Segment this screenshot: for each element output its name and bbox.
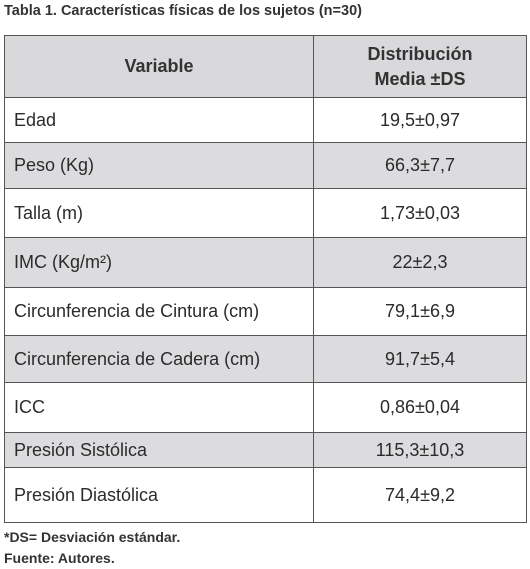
table-row: Edad 19,5±0,97	[4, 97, 527, 143]
table-row: ICC 0,86±0,04	[4, 382, 527, 433]
table-title: Tabla 1. Características físicas de los …	[4, 3, 362, 19]
table-row: Peso (Kg) 66,3±7,7	[4, 142, 527, 189]
variable-cell: ICC	[4, 382, 314, 433]
value-cell: 1,73±0,03	[313, 188, 527, 238]
footnote: *DS= Desviación estándar.	[4, 529, 181, 545]
value-cell: 0,86±0,04	[313, 382, 527, 433]
variable-cell: Peso (Kg)	[4, 142, 314, 189]
data-table: Variable Distribución Media ±DS Edad 19,5…	[4, 35, 527, 523]
footnote: Fuente: Autores.	[4, 550, 115, 566]
header-cell: Distribución Media ±DS	[313, 35, 527, 98]
variable-cell: Presión Diastólica	[4, 467, 314, 523]
variable-cell: Presión Sistólica	[4, 432, 314, 468]
variable-cell: Edad	[4, 97, 314, 143]
variable-cell: Talla (m)	[4, 188, 314, 238]
table-row: Circunferencia de Cadera (cm) 91,7±5,4	[4, 335, 527, 383]
table-row: Circunferencia de Cintura (cm) 79,1±6,9	[4, 287, 527, 336]
variable-cell: Circunferencia de Cintura (cm)	[4, 287, 314, 336]
value-cell: 91,7±5,4	[313, 335, 527, 383]
header-row: Variable Distribución Media ±DS	[4, 35, 527, 98]
variable-cell: IMC (Kg/m²)	[4, 237, 314, 288]
value-cell: 66,3±7,7	[313, 142, 527, 189]
variable-cell: Circunferencia de Cadera (cm)	[4, 335, 314, 383]
table-row: IMC (Kg/m²) 22±2,3	[4, 237, 527, 288]
table-row: Presión Diastólica 74,4±9,2	[4, 467, 527, 523]
table-row: Talla (m) 1,73±0,03	[4, 188, 527, 238]
value-cell: 115,3±10,3	[313, 432, 527, 468]
value-cell: 79,1±6,9	[313, 287, 527, 336]
value-cell: 22±2,3	[313, 237, 527, 288]
header-line: Media ±DS	[374, 68, 466, 89]
value-cell: 74,4±9,2	[313, 467, 527, 523]
header-line: Distribución	[367, 43, 473, 64]
value-cell: 19,5±0,97	[313, 97, 527, 143]
table-row: Presión Sistólica 115,3±10,3	[4, 432, 527, 468]
header-cell: Variable	[4, 35, 314, 98]
